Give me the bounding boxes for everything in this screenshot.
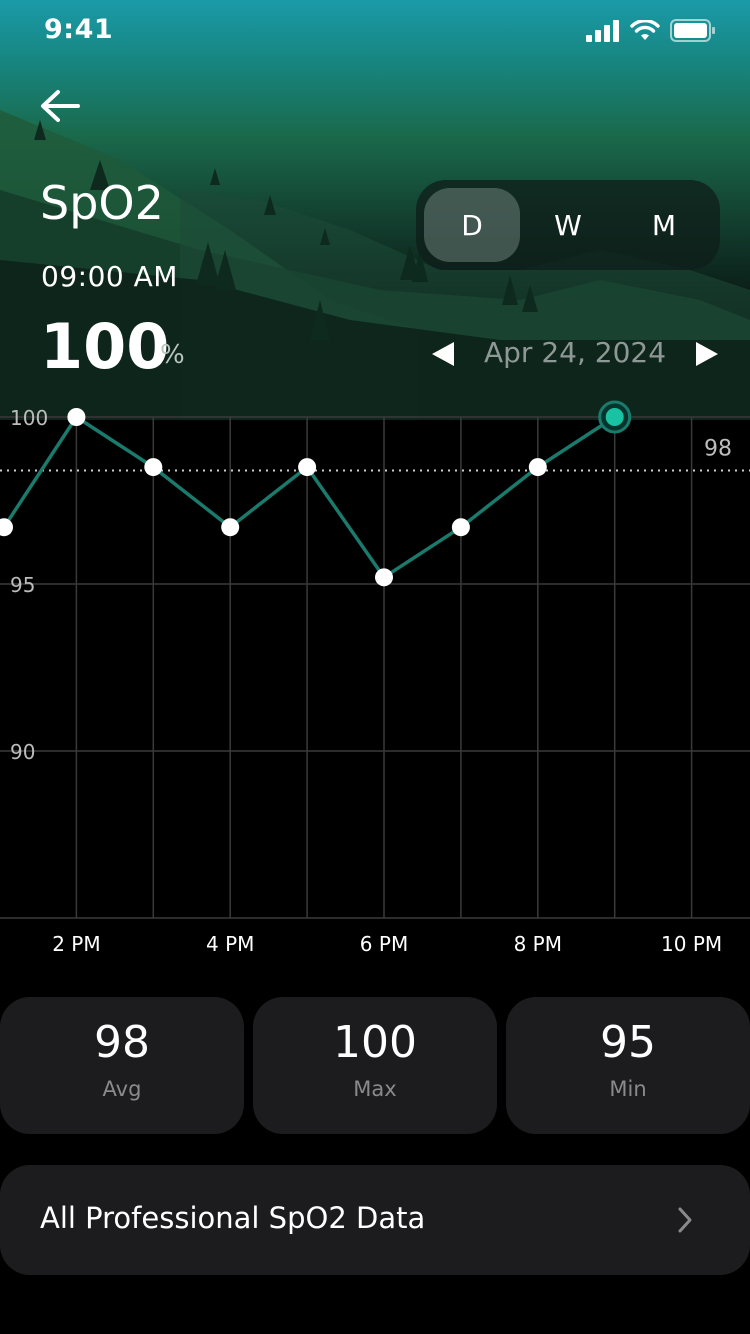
x-tick-label: 8 PM [514,932,562,956]
average-line-label: 98 [704,436,732,461]
y-tick-label: 90 [10,740,35,764]
tab-day[interactable]: D [424,188,520,262]
triangle-left-icon [432,342,454,366]
reading-time: 09:00 AM [41,260,178,293]
period-segmented-control: D W M [416,180,720,270]
stat-min-label: Min [609,1077,647,1101]
stat-min-value: 95 [600,1017,656,1068]
reading-value: 100 [40,310,170,383]
stat-max-label: Max [353,1077,397,1101]
stat-card-avg: 98 Avg [0,997,244,1134]
all-professional-data-button[interactable]: All Professional SpO2 Data [0,1165,750,1275]
data-point [144,458,163,477]
y-tick-label: 95 [10,573,35,597]
stat-card-max: 100 Max [253,997,497,1134]
reading-unit: % [160,340,185,370]
data-point [451,518,470,537]
next-date-button[interactable] [692,338,722,370]
data-point [221,518,240,537]
mountain-landscape [0,110,750,420]
cellular-signal-icon [586,20,619,42]
tab-month[interactable]: M [651,208,677,242]
data-point [298,458,317,477]
highlighted-data-point [605,408,624,426]
y-tick-label: 100 [10,406,48,430]
spo2-line-chart[interactable]: 100 95 90 98 2 PM 4 PM 6 PM 8 PM 10 PM [0,400,750,980]
tab-week[interactable]: W [554,208,582,242]
triangle-right-icon [696,342,718,366]
stat-avg-value: 98 [94,1017,150,1068]
back-button[interactable] [34,84,86,128]
x-tick-label: 2 PM [52,932,100,956]
page-title: SpO2 [40,176,164,230]
status-time: 9:41 [44,14,114,45]
status-bar: 9:41 [0,0,750,60]
status-icons [586,19,716,43]
arrow-left-icon [41,90,80,122]
data-point [375,568,393,587]
stat-card-min: 95 Min [506,997,750,1134]
all-data-label: All Professional SpO2 Data [40,1201,426,1235]
stat-avg-label: Avg [102,1077,142,1101]
wifi-icon [630,20,660,40]
previous-date-button[interactable] [428,338,458,370]
data-point [528,458,547,477]
x-tick-label: 10 PM [661,932,722,956]
date-label: Apr 24, 2024 [483,336,667,369]
chevron-right-icon [678,1207,692,1233]
series-line [2,415,616,580]
stat-max-value: 100 [333,1017,417,1068]
x-tick-label: 4 PM [206,932,254,956]
x-tick-label: 6 PM [360,932,408,956]
data-point [67,408,86,426]
data-point [0,518,13,537]
battery-icon [670,19,715,42]
